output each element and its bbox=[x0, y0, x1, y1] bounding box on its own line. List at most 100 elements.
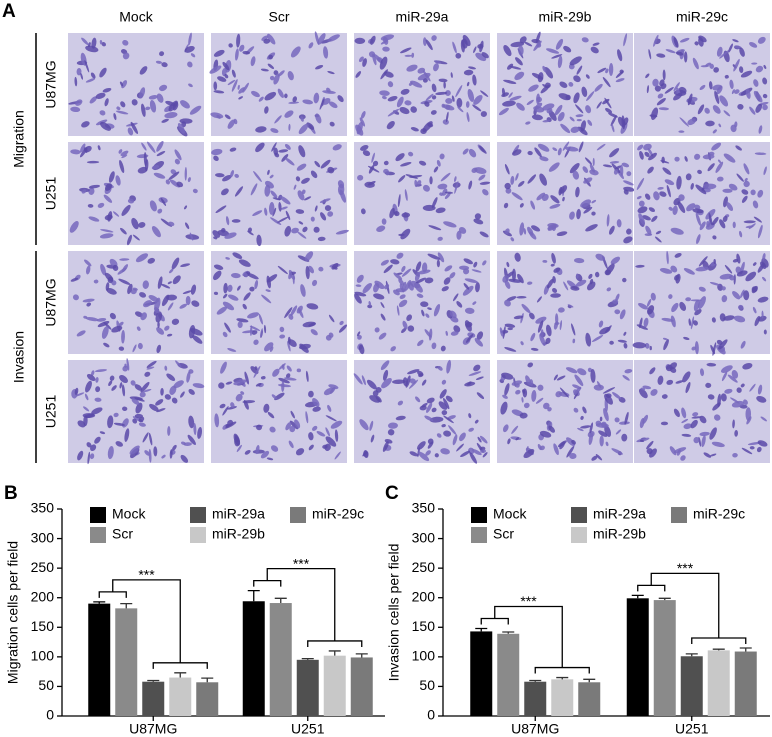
error-bar bbox=[529, 679, 542, 682]
cell bbox=[504, 383, 510, 396]
cell bbox=[614, 309, 621, 315]
cell bbox=[184, 46, 195, 53]
cell bbox=[742, 362, 753, 370]
cell bbox=[374, 327, 380, 333]
cell bbox=[684, 156, 688, 162]
cell bbox=[227, 294, 239, 301]
cell bbox=[304, 251, 314, 262]
cell bbox=[280, 206, 288, 210]
cell bbox=[475, 52, 487, 62]
cell bbox=[272, 207, 277, 217]
cell bbox=[139, 292, 147, 298]
y-tick-label: 0 bbox=[427, 707, 435, 723]
cell bbox=[516, 296, 527, 299]
bar bbox=[626, 598, 649, 716]
cell bbox=[757, 296, 769, 303]
cell bbox=[526, 446, 529, 453]
cell bbox=[221, 188, 229, 196]
cell bbox=[441, 379, 447, 385]
cell bbox=[537, 443, 542, 451]
cell bbox=[699, 368, 705, 377]
cell bbox=[456, 97, 463, 108]
cell bbox=[312, 397, 320, 407]
cell bbox=[636, 195, 642, 200]
cell bbox=[216, 306, 227, 315]
cell bbox=[249, 286, 255, 292]
cell bbox=[438, 78, 448, 83]
cell bbox=[427, 307, 432, 310]
cell bbox=[289, 420, 299, 430]
cell bbox=[383, 160, 389, 166]
cell bbox=[583, 206, 593, 214]
cell bbox=[90, 72, 96, 79]
cell bbox=[281, 381, 285, 392]
cell bbox=[180, 391, 185, 398]
cell bbox=[664, 179, 675, 186]
cell bbox=[715, 161, 724, 173]
cell bbox=[502, 275, 509, 283]
cell bbox=[536, 96, 542, 103]
cell bbox=[510, 237, 515, 242]
cell bbox=[748, 223, 756, 230]
cell bbox=[122, 365, 129, 372]
cell bbox=[576, 119, 582, 122]
cell bbox=[661, 317, 674, 322]
cell bbox=[510, 436, 522, 440]
cell bbox=[107, 415, 114, 429]
cell bbox=[121, 204, 131, 216]
cell bbox=[556, 375, 566, 381]
cell bbox=[171, 257, 180, 270]
cell bbox=[334, 429, 339, 442]
cell bbox=[732, 39, 739, 43]
cell bbox=[297, 231, 307, 239]
cell bbox=[147, 141, 156, 153]
cell bbox=[118, 346, 125, 351]
cell bbox=[136, 326, 141, 331]
cell bbox=[755, 65, 764, 73]
cell bbox=[690, 419, 698, 429]
cell bbox=[400, 88, 410, 95]
cell bbox=[511, 425, 519, 434]
cell bbox=[118, 149, 123, 154]
cell bbox=[599, 416, 603, 422]
cell bbox=[551, 54, 563, 59]
cell bbox=[325, 415, 337, 422]
cell bbox=[450, 331, 459, 336]
cell bbox=[709, 453, 717, 457]
cell bbox=[101, 326, 109, 339]
cell bbox=[274, 115, 282, 124]
cell bbox=[515, 383, 520, 388]
cell bbox=[395, 415, 406, 421]
cell bbox=[411, 52, 415, 58]
cell bbox=[668, 206, 673, 211]
cell bbox=[505, 187, 512, 194]
cell bbox=[698, 37, 704, 47]
cell bbox=[594, 271, 600, 278]
cell bbox=[94, 369, 108, 373]
cell bbox=[649, 345, 652, 351]
cell bbox=[100, 229, 114, 233]
cell bbox=[288, 339, 297, 347]
cell bbox=[521, 303, 531, 314]
cell bbox=[644, 343, 650, 349]
cell bbox=[146, 366, 155, 370]
cell bbox=[401, 265, 406, 272]
cell bbox=[180, 263, 191, 267]
cell bbox=[260, 68, 269, 72]
cell bbox=[326, 87, 331, 93]
cell bbox=[231, 79, 238, 92]
error-bar bbox=[631, 594, 644, 599]
cell bbox=[371, 152, 375, 163]
cell bbox=[222, 61, 230, 71]
cell bbox=[429, 416, 444, 423]
cell bbox=[522, 388, 528, 398]
error-bar bbox=[93, 601, 106, 604]
cell bbox=[707, 163, 715, 172]
cell bbox=[662, 337, 668, 341]
cell bbox=[380, 40, 388, 45]
cell bbox=[368, 164, 375, 174]
cell bbox=[102, 87, 112, 93]
cell bbox=[219, 403, 226, 409]
cell bbox=[84, 393, 89, 401]
column-label: miR-29c bbox=[676, 9, 728, 25]
